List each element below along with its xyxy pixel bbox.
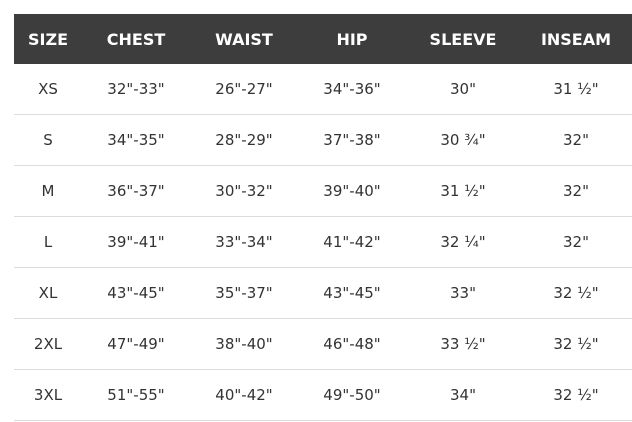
table-cell: XL [14,267,82,319]
table-cell: 32 ½" [520,267,632,319]
table-row: L 39"-41" 33"-34" 41"-42" 32 ¼" 32" [14,216,632,268]
table-cell: M [14,165,82,217]
header-cell: HIP [298,14,406,64]
table-cell: 32 ½" [520,318,632,370]
table-cell: 32 ¼" [406,216,520,268]
table-cell: 32" [520,165,632,217]
table-cell: 49"-50" [298,369,406,421]
table-cell: 26"-27" [190,64,298,115]
table-cell: 39"-40" [298,165,406,217]
table-cell: 33 ½" [406,318,520,370]
table-cell: 37"-38" [298,114,406,166]
table-row: XS 32"-33" 26"-27" 34"-36" 30" 31 ½" [14,64,632,115]
table-cell: 36"-37" [82,165,190,217]
table-cell: 35"-37" [190,267,298,319]
table-cell: 39"-41" [82,216,190,268]
table-cell: XS [14,64,82,115]
header-cell: CHEST [82,14,190,64]
table-cell: 43"-45" [82,267,190,319]
header-cell: SLEEVE [406,14,520,64]
table-cell: 32 ½" [520,369,632,421]
table-cell: 40"-42" [190,369,298,421]
table-cell: 32"-33" [82,64,190,115]
table-cell: 41"-42" [298,216,406,268]
size-table: SIZE CHEST WAIST HIP SLEEVE INSEAM XS 32"-33" 2… [14,14,632,421]
header-cell: SIZE [14,14,82,64]
table-row: S 34"-35" 28"-29" 37"-38" 30 ¾" 32" [14,114,632,166]
table-cell: 30" [406,64,520,115]
table-cell: 30 ¾" [406,114,520,166]
table-cell: 34"-36" [298,64,406,115]
table-row: M 36"-37" 30"-32" 39"-40" 31 ½" 32" [14,165,632,217]
table-cell: 46"-48" [298,318,406,370]
table-row: 3XL 51"-55" 40"-42" 49"-50" 34" 32 ½" [14,369,632,421]
table-cell: 3XL [14,369,82,421]
header-row: SIZE CHEST WAIST HIP SLEEVE INSEAM [14,14,632,64]
table-cell: S [14,114,82,166]
table-row: 2XL 47"-49" 38"-40" 46"-48" 33 ½" 32 ½" [14,318,632,370]
table-body: XS 32"-33" 26"-27" 34"-36" 30" 31 ½" S 34"-35" 2… [14,64,632,421]
table-cell: 34" [406,369,520,421]
table-row: XL 43"-45" 35"-37" 43"-45" 33" 32 ½" [14,267,632,319]
table-cell: 47"-49" [82,318,190,370]
table-cell: 38"-40" [190,318,298,370]
table-cell: 31 ½" [406,165,520,217]
table-cell: 34"-35" [82,114,190,166]
table-cell: 51"-55" [82,369,190,421]
table-cell: 33" [406,267,520,319]
table-cell: 43"-45" [298,267,406,319]
header-cell: WAIST [190,14,298,64]
table-cell: 32" [520,114,632,166]
header-cell: INSEAM [520,14,632,64]
table-cell: 2XL [14,318,82,370]
table-cell: 30"-32" [190,165,298,217]
table-cell: 33"-34" [190,216,298,268]
table-cell: 28"-29" [190,114,298,166]
table-cell: L [14,216,82,268]
table-cell: 32" [520,216,632,268]
table-cell: 31 ½" [520,64,632,115]
